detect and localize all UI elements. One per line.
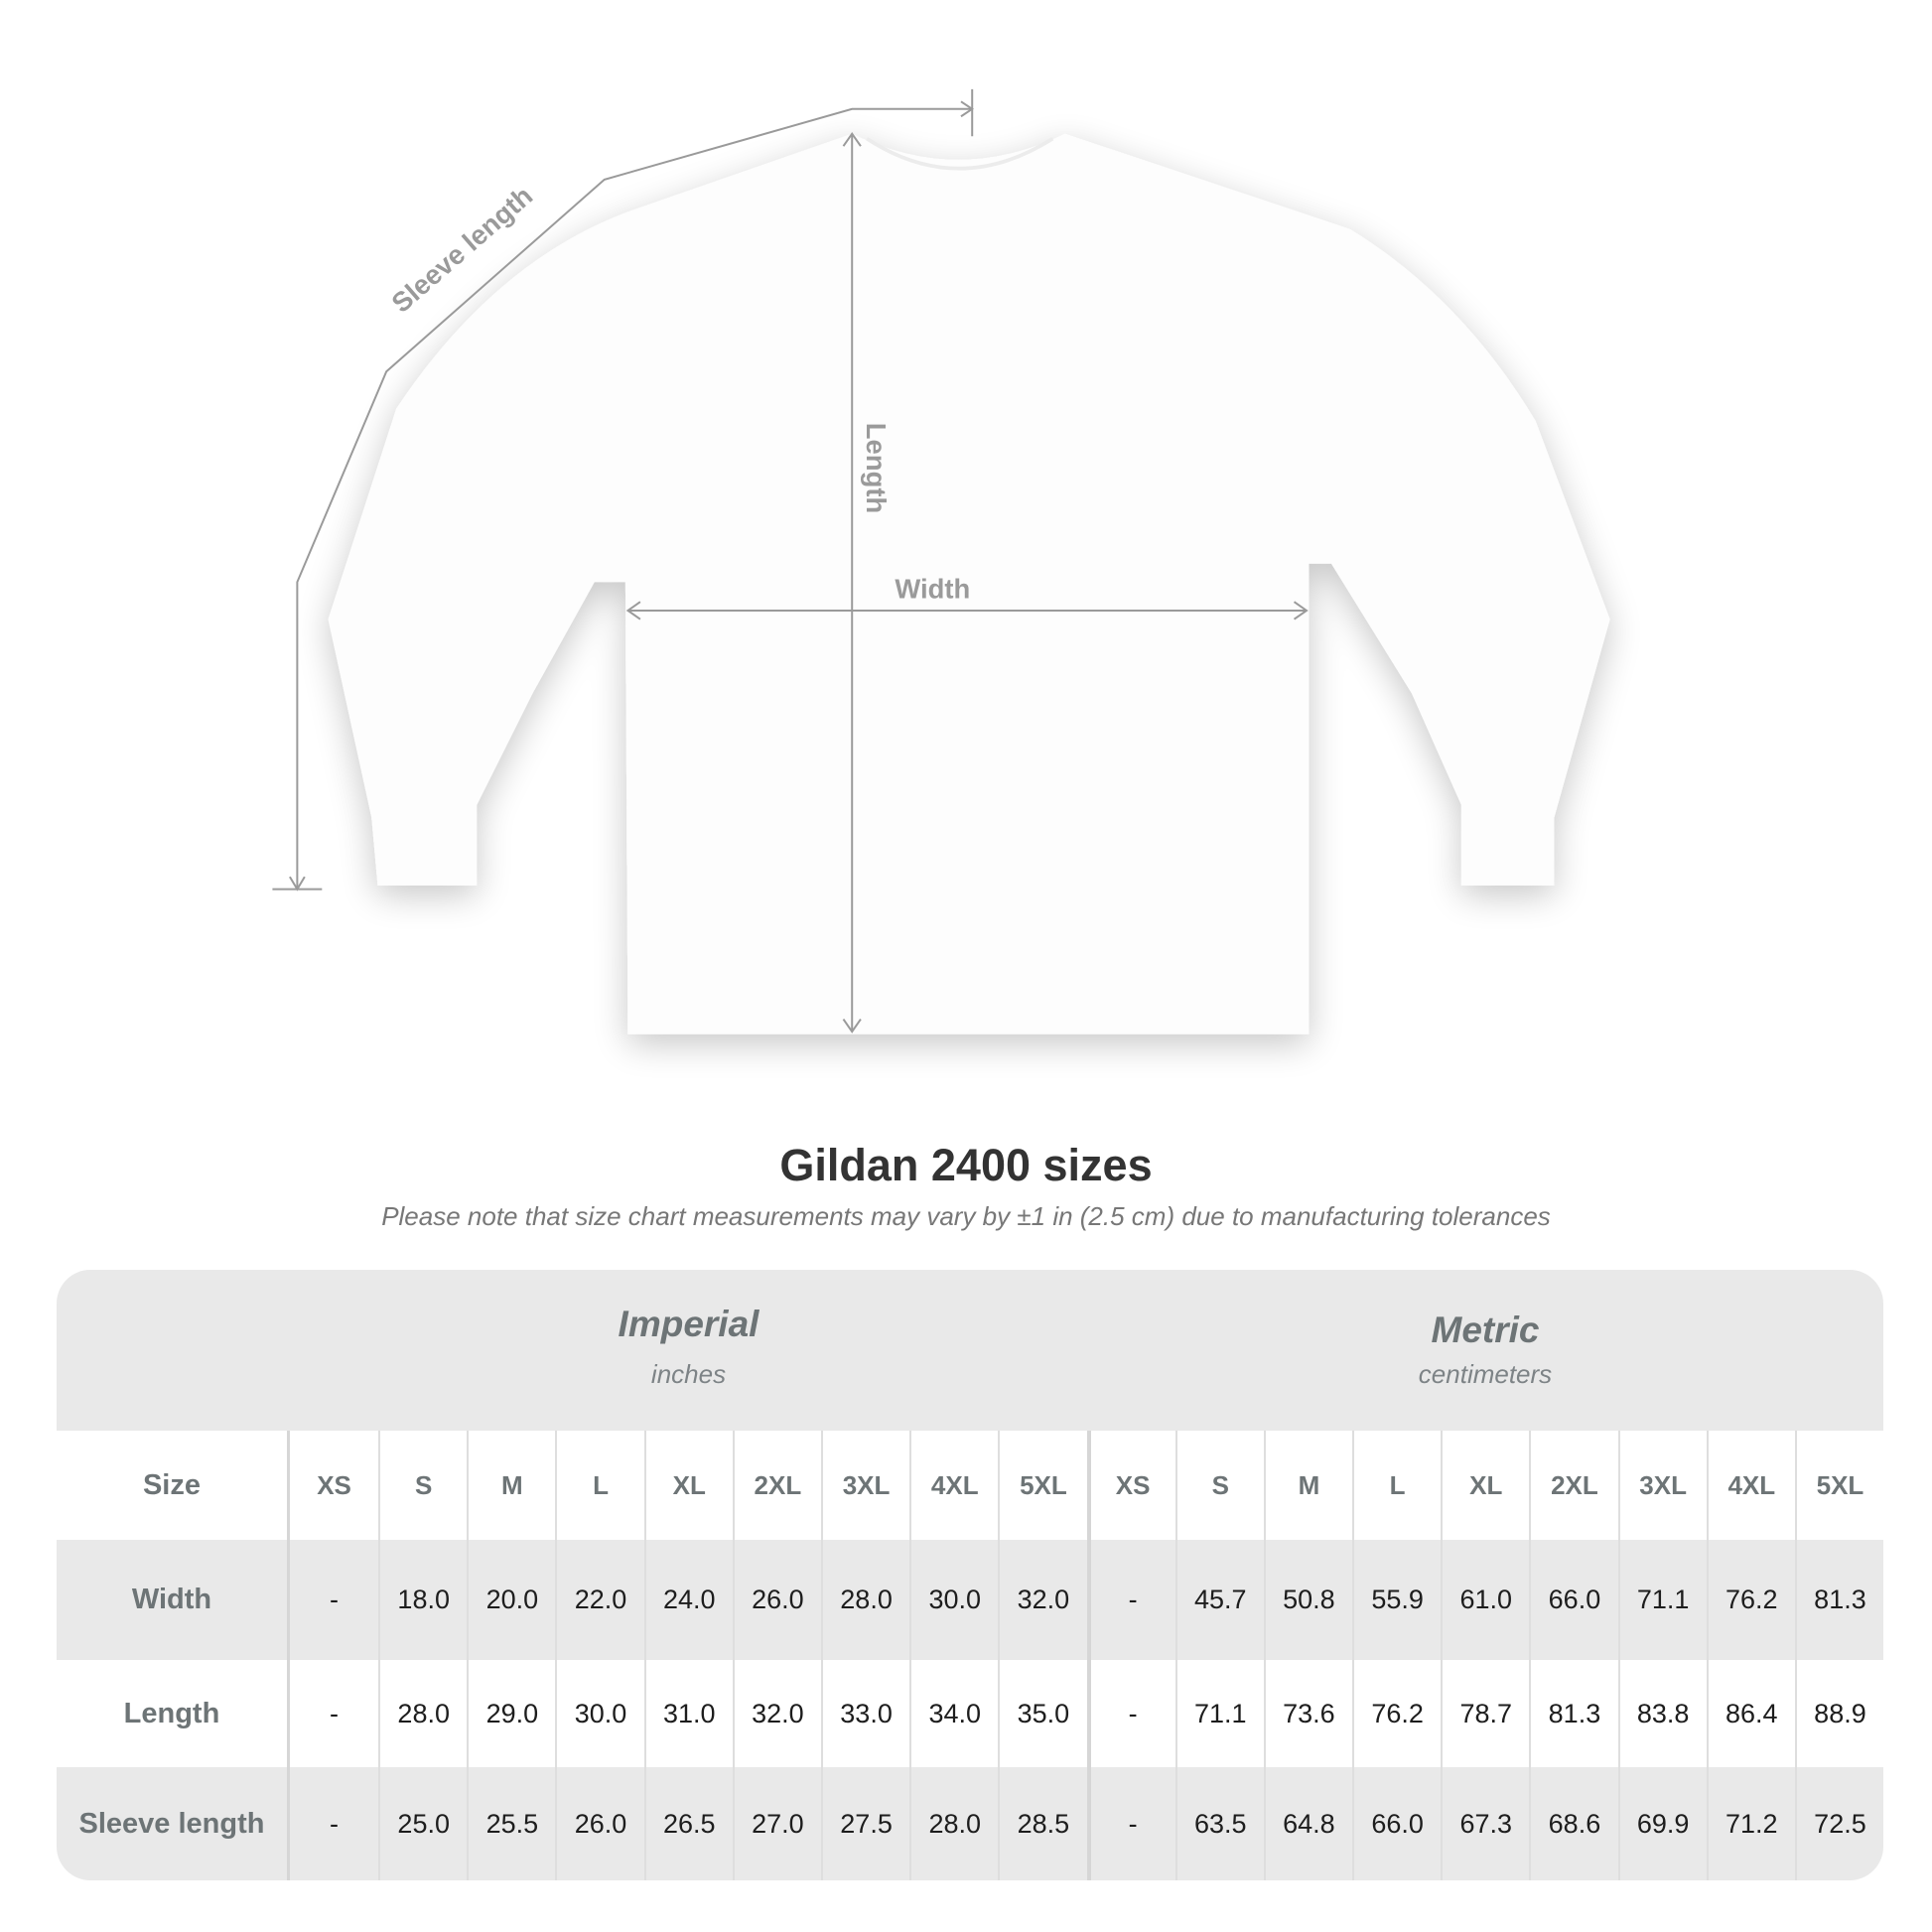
size-header-metric: 5XL — [1794, 1431, 1883, 1540]
length-arrow — [842, 131, 862, 1034]
sleeve-length-line — [296, 107, 973, 890]
size-header-imperial: M — [467, 1431, 555, 1540]
value-cell: 55.9 — [1352, 1540, 1441, 1660]
row-label: Length — [57, 1660, 290, 1767]
value-cell: 28.5 — [998, 1767, 1086, 1880]
value-cell: 26.0 — [555, 1767, 643, 1880]
value-cell: 81.3 — [1794, 1540, 1883, 1660]
value-cell: - — [330, 1808, 340, 1839]
value-cell: 30.0 — [909, 1540, 998, 1660]
value-cell: 68.6 — [1529, 1767, 1617, 1880]
size-header-imperial: 2XL — [732, 1431, 821, 1540]
value-cell: 34.0 — [909, 1660, 998, 1767]
value-cell: - — [1086, 1767, 1175, 1880]
value-cell: 45.7 — [1174, 1540, 1264, 1660]
tolerance-note: Please note that size chart measurements… — [381, 1201, 1551, 1231]
value-cell: 83.8 — [1617, 1660, 1707, 1767]
neck-collar — [866, 137, 1054, 171]
value-cell: 29.0 — [467, 1660, 555, 1767]
value-cell: 30.0 — [555, 1660, 643, 1767]
value-cell: - — [330, 1585, 340, 1614]
imperial-title: Imperial — [618, 1304, 759, 1344]
width-arrow — [625, 601, 1309, 621]
value-cell: 31.0 — [643, 1660, 733, 1767]
value-cell: 28.0 — [909, 1767, 998, 1880]
value-cell: 25.5 — [467, 1767, 555, 1880]
imperial-unit: inches — [650, 1359, 727, 1389]
size-row: Size XS S M L XL 2XL 3XL 4XL 5XL XS S M L XL 2XL 3XL 4XL 5… — [57, 1431, 1883, 1540]
value-cell: 76.2 — [1352, 1660, 1441, 1767]
units-header — [57, 1270, 1883, 1431]
value-cell: 63.5 — [1174, 1767, 1264, 1880]
value-cell: - — [1086, 1540, 1175, 1660]
size-header-imperial: XL — [643, 1431, 733, 1540]
size-header-metric: L — [1352, 1431, 1441, 1540]
size-label: Size — [57, 1431, 290, 1540]
value-cell: 33.0 — [820, 1660, 909, 1767]
value-cell: 64.8 — [1263, 1767, 1352, 1880]
value-cell: 71.2 — [1706, 1767, 1795, 1880]
size-header-imperial: L — [555, 1431, 643, 1540]
value-cell: 35.0 — [998, 1660, 1086, 1767]
value-cell: 66.0 — [1352, 1767, 1441, 1880]
value-cell: 72.5 — [1794, 1767, 1883, 1880]
row-label: Sleeve length — [57, 1767, 290, 1880]
value-cell: 32.0 — [998, 1540, 1086, 1660]
size-header-imperial: 4XL — [909, 1431, 998, 1540]
value-cell: 67.3 — [1441, 1767, 1529, 1880]
value-cell: 69.9 — [1617, 1767, 1707, 1880]
size-table: Imperial inches Metric centimeters Size X… — [57, 1270, 1883, 1880]
value-cell: 61.0 — [1441, 1540, 1529, 1660]
value-cell: 88.9 — [1794, 1660, 1883, 1767]
size-header-metric: XL — [1441, 1431, 1529, 1540]
size-header-imperial: 3XL — [820, 1431, 909, 1540]
value-cell: 24.0 — [643, 1540, 733, 1660]
table-row: Width -18.0 20.0 22.0 24.0 26.0 28.0 30.0 32.0-4… — [57, 1540, 1883, 1660]
value-cell: - — [330, 1698, 340, 1728]
value-cell: 18.0 — [378, 1540, 467, 1660]
value-cell: - — [1086, 1660, 1175, 1767]
size-header-imperial: S — [378, 1431, 467, 1540]
metric-title: Metric — [1431, 1310, 1540, 1350]
value-cell: 78.7 — [1441, 1660, 1529, 1767]
value-cell: 27.5 — [820, 1767, 909, 1880]
value-cell: 25.0 — [378, 1767, 467, 1880]
value-cell: 71.1 — [1174, 1660, 1264, 1767]
value-cell: 73.6 — [1263, 1660, 1352, 1767]
value-cell: 26.0 — [732, 1540, 821, 1660]
value-cell: 66.0 — [1529, 1540, 1617, 1660]
size-header-imperial: 5XL — [998, 1431, 1086, 1540]
value-cell: 22.0 — [555, 1540, 643, 1660]
long-sleeve-shirt — [328, 133, 1610, 1035]
width-label: Width — [895, 573, 970, 604]
size-header-imperial: XS — [317, 1469, 351, 1500]
row-label: Width — [57, 1540, 290, 1660]
shirt-measurement-diagram: Sleeve length Length Width — [272, 88, 1610, 1035]
value-cell: 81.3 — [1529, 1660, 1617, 1767]
length-label: Length — [861, 423, 892, 513]
value-cell: 50.8 — [1263, 1540, 1352, 1660]
metric-header: Metric centimeters — [1087, 1270, 1883, 1470]
value-cell: 71.1 — [1617, 1540, 1707, 1660]
page-title: Gildan 2400 sizes — [779, 1140, 1153, 1190]
value-cell: 28.0 — [378, 1660, 467, 1767]
value-cell: 32.0 — [732, 1660, 821, 1767]
value-cell: 86.4 — [1706, 1660, 1795, 1767]
size-header-metric: 3XL — [1617, 1431, 1707, 1540]
size-header-metric: 4XL — [1706, 1431, 1795, 1540]
value-cell: 20.0 — [467, 1540, 555, 1660]
size-header-metric: XS — [1086, 1431, 1175, 1540]
size-header-metric: S — [1174, 1431, 1264, 1540]
value-cell: 27.0 — [732, 1767, 821, 1880]
value-cell: 28.0 — [820, 1540, 909, 1660]
size-header-metric: 2XL — [1529, 1431, 1617, 1540]
table-row: Length -28.0 29.0 30.0 31.0 32.0 33.0 34.0 35.0-… — [57, 1660, 1883, 1767]
imperial-header: Imperial inches — [290, 1270, 1087, 1464]
metric-unit: centimeters — [1418, 1359, 1553, 1389]
value-cell: 26.5 — [643, 1767, 733, 1880]
size-header-metric: M — [1263, 1431, 1352, 1540]
table-row: Sleeve length -25.0 25.5 26.0 26.5 27.0 27.5 28… — [57, 1767, 1883, 1880]
value-cell: 76.2 — [1706, 1540, 1795, 1660]
